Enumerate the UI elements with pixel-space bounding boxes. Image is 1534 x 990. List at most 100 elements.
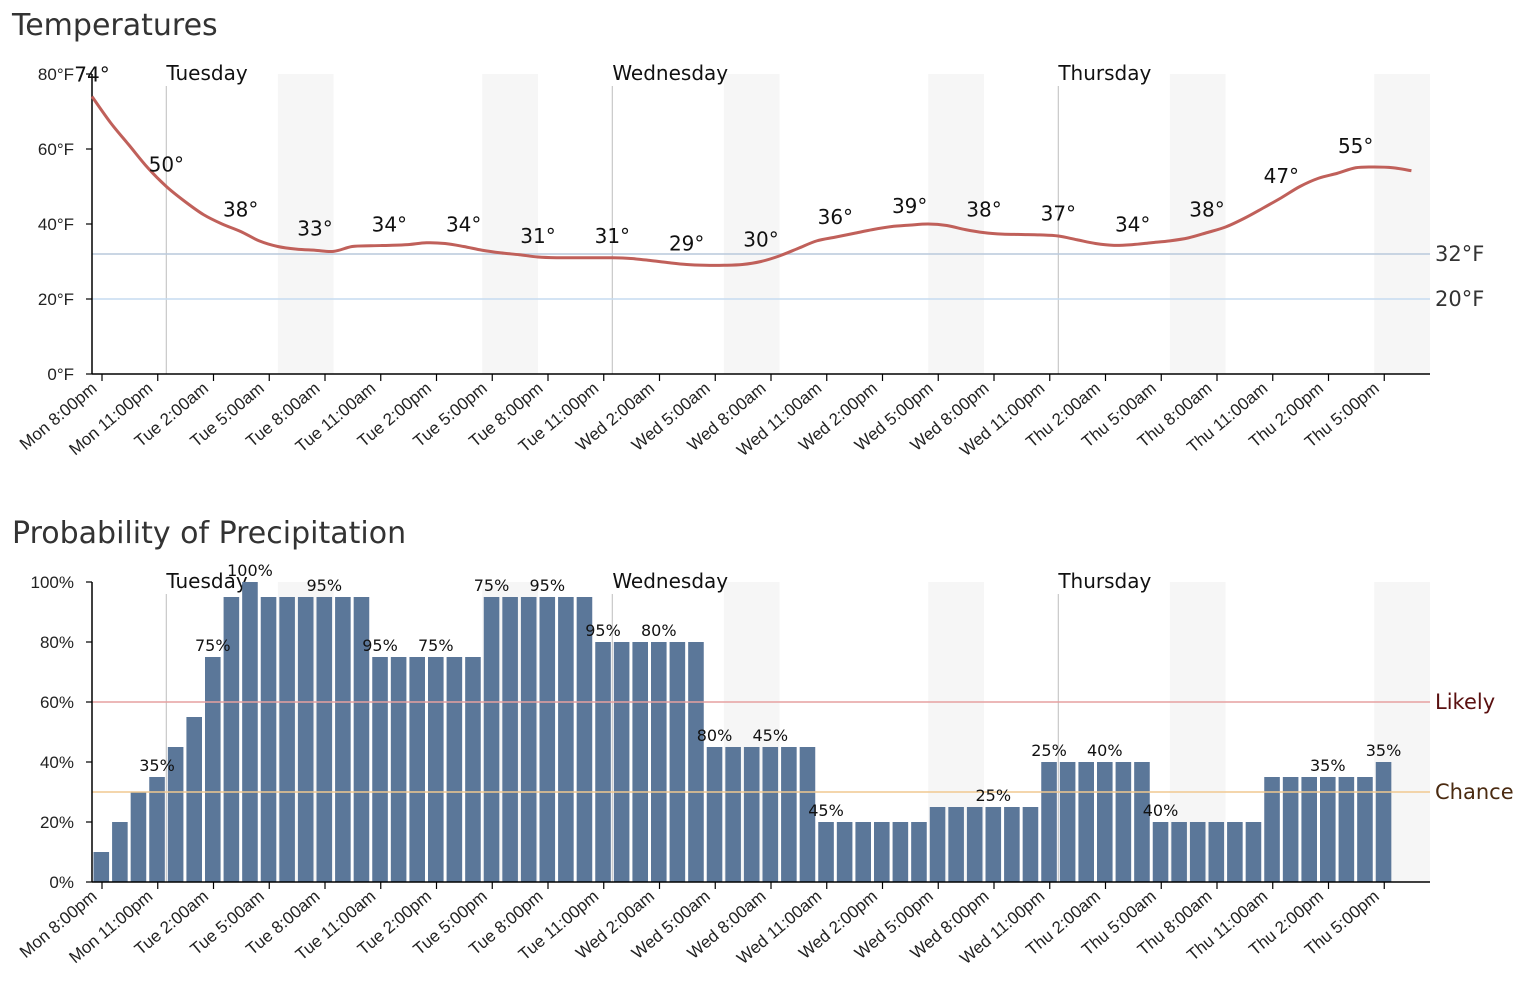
precipitation-bar [1022, 807, 1039, 882]
y-tick-label: 20% [40, 813, 74, 832]
precipitation-data-label: 75% [418, 636, 454, 655]
precipitation-bar [669, 642, 686, 882]
precipitation-bar [279, 597, 295, 882]
precipitation-bar [130, 792, 147, 882]
precipitation-data-label: 95% [530, 576, 566, 595]
temperature-data-label: 31° [595, 224, 630, 248]
precipitation-bar [502, 597, 518, 882]
precipitation-bar [576, 597, 593, 882]
precipitation-bar [539, 597, 556, 882]
precipitation-bar [985, 807, 1002, 882]
precipitation-data-label: 95% [585, 621, 621, 640]
precipitation-bar [818, 822, 834, 882]
precipitation-bar [558, 597, 574, 882]
night-band [1169, 74, 1226, 374]
y-tick-label: 100% [31, 573, 74, 592]
precipitation-data-label: 40% [1143, 801, 1179, 820]
precipitation-bar [167, 747, 184, 882]
precipitation-bar [260, 597, 277, 882]
precipitation-bar [1357, 777, 1373, 882]
temperature-data-label: 34° [1115, 213, 1150, 237]
precipitation-data-label: 80% [697, 726, 733, 745]
temperature-data-label: 38° [966, 198, 1001, 222]
precipitation-bar [242, 582, 258, 882]
precipitation-bar [1152, 822, 1169, 882]
precipitation-bar [465, 657, 481, 882]
temperature-chart: Temperatures Tuesday Wednesday Thursday 32… [11, 8, 1484, 460]
precipitation-bar [929, 807, 946, 882]
day-label: Thursday [1057, 61, 1151, 85]
precipitation-bar [762, 747, 779, 882]
precipitation-bar [112, 822, 128, 882]
precipitation-bar [651, 642, 667, 882]
precipitation-bar [186, 717, 202, 882]
precipitation-bar [799, 747, 816, 882]
precipitation-bar [874, 822, 890, 882]
temperature-data-label: 74° [74, 63, 109, 87]
temperature-data-label: 50° [149, 153, 184, 177]
night-band [277, 74, 334, 374]
y-tick-label: 60°F [38, 140, 74, 159]
precipitation-bar [1338, 777, 1355, 882]
precipitation-bar [483, 597, 500, 882]
precipitation-data-label: 80% [641, 621, 677, 640]
precipitation-bar [1134, 762, 1150, 882]
temperature-data-label: 30° [743, 228, 778, 252]
temperature-data-label: 38° [1189, 198, 1224, 222]
y-tick-label: 0°F [47, 365, 74, 384]
precipitation-data-label: 100% [227, 561, 273, 580]
precipitation-bar [223, 597, 240, 882]
precipitation-bar [1227, 822, 1243, 882]
precipitation-data-label: 45% [753, 726, 789, 745]
precipitation-bar [1078, 762, 1094, 882]
precipitation-bar [520, 597, 537, 882]
precipitation-bar [316, 597, 333, 882]
precipitation-bar [836, 822, 853, 882]
precipitation-bar [1282, 777, 1299, 882]
precipitation-data-label: 95% [362, 636, 398, 655]
y-tick-label: 20°F [38, 290, 74, 309]
precipitation-chart: Probability of Precipitation Tuesday Wedn… [12, 516, 1514, 968]
reference-line-label: 20°F [1435, 287, 1484, 311]
precipitation-bar [1320, 777, 1336, 882]
precipitation-data-label: 25% [976, 786, 1012, 805]
precipitation-bar [353, 597, 370, 882]
precipitation-bar [706, 747, 723, 882]
precipitation-bar [1264, 777, 1280, 882]
precipitation-bar [725, 747, 741, 882]
precipitation-bar [1004, 807, 1020, 882]
precipitation-data-label: 25% [1031, 741, 1067, 760]
precipitation-bar [1189, 822, 1206, 882]
precipitation-bar [205, 657, 221, 882]
precipitation-bar [1115, 762, 1132, 882]
day-label: Tuesday [165, 569, 248, 593]
precipitation-bar [911, 822, 927, 882]
day-label: Wednesday [612, 61, 728, 85]
temperature-data-label: 37° [1041, 201, 1076, 225]
day-label: Thursday [1057, 569, 1151, 593]
y-tick-label: 0% [49, 873, 74, 892]
precipitation-data-label: 35% [139, 756, 175, 775]
day-label: Wednesday [612, 569, 728, 593]
precipitation-bar [1171, 822, 1187, 882]
precipitation-bar [446, 657, 463, 882]
temperature-data-label: 47° [1264, 164, 1299, 188]
precipitation-data-label: 75% [474, 576, 510, 595]
precipitation-bar [372, 657, 388, 882]
temperature-data-label: 29° [669, 231, 704, 255]
y-tick-label: 80% [40, 633, 74, 652]
precipitation-bar [93, 852, 110, 882]
precipitation-bar [1208, 822, 1225, 882]
temperature-data-label: 34° [372, 213, 407, 237]
precipitation-data-label: 35% [1310, 756, 1346, 775]
precipitation-bar [1245, 822, 1262, 882]
precipitation-bar [409, 657, 425, 882]
y-tick-label: 40°F [38, 215, 74, 234]
precipitation-bar [1059, 762, 1076, 882]
precipitation-bar [743, 747, 760, 882]
temperature-line [90, 95, 1412, 267]
temperature-data-label: 55° [1338, 134, 1373, 158]
temperature-data-label: 39° [892, 194, 927, 218]
precipitation-bar [428, 657, 444, 882]
precipitation-bar [948, 807, 964, 882]
